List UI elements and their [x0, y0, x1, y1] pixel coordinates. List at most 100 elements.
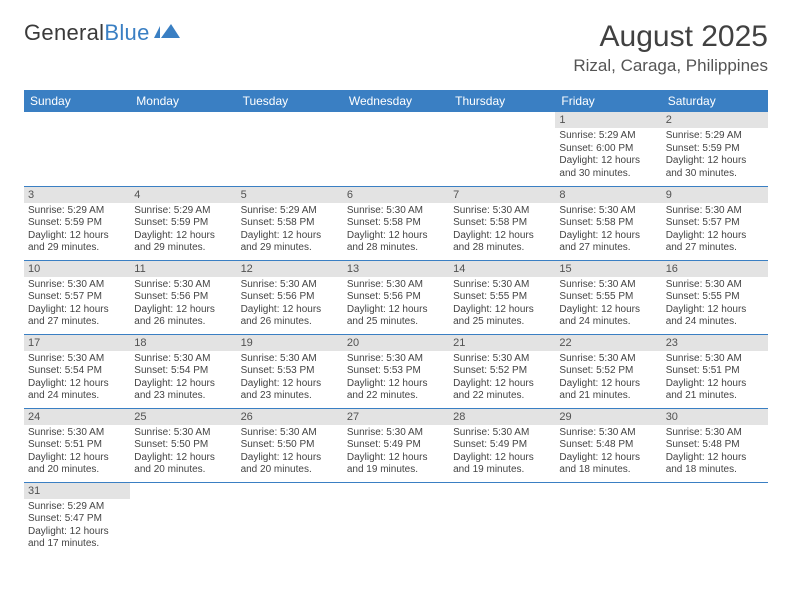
- location: Rizal, Caraga, Philippines: [573, 56, 768, 76]
- calendar-cell: 19Sunrise: 5:30 AMSunset: 5:53 PMDayligh…: [237, 334, 343, 408]
- day-details: Sunrise: 5:29 AMSunset: 5:59 PMDaylight:…: [24, 203, 130, 257]
- calendar-cell: 22Sunrise: 5:30 AMSunset: 5:52 PMDayligh…: [555, 334, 661, 408]
- day-header: Thursday: [449, 90, 555, 112]
- calendar-cell: [449, 112, 555, 186]
- day-number: 2: [662, 112, 768, 128]
- calendar-cell: 8Sunrise: 5:30 AMSunset: 5:58 PMDaylight…: [555, 186, 661, 260]
- day-number: 22: [555, 335, 661, 351]
- calendar-cell: 12Sunrise: 5:30 AMSunset: 5:56 PMDayligh…: [237, 260, 343, 334]
- day-details: Sunrise: 5:30 AMSunset: 5:49 PMDaylight:…: [343, 425, 449, 479]
- day-details: Sunrise: 5:30 AMSunset: 5:55 PMDaylight:…: [662, 277, 768, 331]
- day-details: Sunrise: 5:30 AMSunset: 5:54 PMDaylight:…: [130, 351, 236, 405]
- day-details: Sunrise: 5:29 AMSunset: 5:58 PMDaylight:…: [237, 203, 343, 257]
- day-details: Sunrise: 5:30 AMSunset: 5:56 PMDaylight:…: [237, 277, 343, 331]
- calendar-cell: 1Sunrise: 5:29 AMSunset: 6:00 PMDaylight…: [555, 112, 661, 186]
- day-details: Sunrise: 5:30 AMSunset: 5:50 PMDaylight:…: [237, 425, 343, 479]
- calendar-cell: [237, 112, 343, 186]
- calendar-cell: [343, 112, 449, 186]
- calendar-cell: 17Sunrise: 5:30 AMSunset: 5:54 PMDayligh…: [24, 334, 130, 408]
- day-number: 20: [343, 335, 449, 351]
- calendar-cell: 7Sunrise: 5:30 AMSunset: 5:58 PMDaylight…: [449, 186, 555, 260]
- calendar-cell: 16Sunrise: 5:30 AMSunset: 5:55 PMDayligh…: [662, 260, 768, 334]
- calendar-cell: [130, 112, 236, 186]
- day-number: 14: [449, 261, 555, 277]
- day-number: 26: [237, 409, 343, 425]
- day-number: 25: [130, 409, 236, 425]
- day-details: Sunrise: 5:30 AMSunset: 5:52 PMDaylight:…: [555, 351, 661, 405]
- day-number: 6: [343, 187, 449, 203]
- day-details: Sunrise: 5:29 AMSunset: 5:59 PMDaylight:…: [662, 128, 768, 182]
- day-number: 10: [24, 261, 130, 277]
- day-details: Sunrise: 5:30 AMSunset: 5:58 PMDaylight:…: [449, 203, 555, 257]
- day-details: Sunrise: 5:29 AMSunset: 6:00 PMDaylight:…: [555, 128, 661, 182]
- calendar-cell: 23Sunrise: 5:30 AMSunset: 5:51 PMDayligh…: [662, 334, 768, 408]
- calendar-cell: 13Sunrise: 5:30 AMSunset: 5:56 PMDayligh…: [343, 260, 449, 334]
- calendar-cell: 11Sunrise: 5:30 AMSunset: 5:56 PMDayligh…: [130, 260, 236, 334]
- calendar-cell: 14Sunrise: 5:30 AMSunset: 5:55 PMDayligh…: [449, 260, 555, 334]
- day-number: 18: [130, 335, 236, 351]
- day-number: 30: [662, 409, 768, 425]
- day-details: Sunrise: 5:30 AMSunset: 5:48 PMDaylight:…: [555, 425, 661, 479]
- calendar-cell: 21Sunrise: 5:30 AMSunset: 5:52 PMDayligh…: [449, 334, 555, 408]
- calendar-cell: 25Sunrise: 5:30 AMSunset: 5:50 PMDayligh…: [130, 408, 236, 482]
- day-number: 21: [449, 335, 555, 351]
- day-header: Sunday: [24, 90, 130, 112]
- day-details: Sunrise: 5:30 AMSunset: 5:58 PMDaylight:…: [555, 203, 661, 257]
- day-header: Saturday: [662, 90, 768, 112]
- day-details: Sunrise: 5:30 AMSunset: 5:53 PMDaylight:…: [343, 351, 449, 405]
- calendar-cell: [130, 482, 236, 556]
- day-header: Friday: [555, 90, 661, 112]
- calendar-cell: 10Sunrise: 5:30 AMSunset: 5:57 PMDayligh…: [24, 260, 130, 334]
- day-header: Tuesday: [237, 90, 343, 112]
- day-number: 19: [237, 335, 343, 351]
- day-number: 17: [24, 335, 130, 351]
- calendar-cell: 26Sunrise: 5:30 AMSunset: 5:50 PMDayligh…: [237, 408, 343, 482]
- day-number: 8: [555, 187, 661, 203]
- calendar-cell: [24, 112, 130, 186]
- day-number: 5: [237, 187, 343, 203]
- day-details: Sunrise: 5:30 AMSunset: 5:58 PMDaylight:…: [343, 203, 449, 257]
- day-details: Sunrise: 5:30 AMSunset: 5:51 PMDaylight:…: [662, 351, 768, 405]
- day-details: Sunrise: 5:30 AMSunset: 5:52 PMDaylight:…: [449, 351, 555, 405]
- day-number: 28: [449, 409, 555, 425]
- flag-icon: [154, 20, 180, 46]
- day-number: 31: [24, 483, 130, 499]
- day-number: 9: [662, 187, 768, 203]
- day-details: Sunrise: 5:29 AMSunset: 5:47 PMDaylight:…: [24, 499, 130, 553]
- day-details: Sunrise: 5:30 AMSunset: 5:57 PMDaylight:…: [24, 277, 130, 331]
- calendar-cell: [662, 482, 768, 556]
- calendar-cell: 28Sunrise: 5:30 AMSunset: 5:49 PMDayligh…: [449, 408, 555, 482]
- day-number: 12: [237, 261, 343, 277]
- day-header: Monday: [130, 90, 236, 112]
- day-number: 24: [24, 409, 130, 425]
- brand-logo: GeneralBlue: [24, 20, 180, 46]
- day-number: 16: [662, 261, 768, 277]
- calendar-cell: 5Sunrise: 5:29 AMSunset: 5:58 PMDaylight…: [237, 186, 343, 260]
- day-details: Sunrise: 5:30 AMSunset: 5:49 PMDaylight:…: [449, 425, 555, 479]
- day-details: Sunrise: 5:30 AMSunset: 5:50 PMDaylight:…: [130, 425, 236, 479]
- calendar-cell: 29Sunrise: 5:30 AMSunset: 5:48 PMDayligh…: [555, 408, 661, 482]
- day-number: 4: [130, 187, 236, 203]
- calendar-table: SundayMondayTuesdayWednesdayThursdayFrid…: [24, 90, 768, 556]
- calendar-cell: 6Sunrise: 5:30 AMSunset: 5:58 PMDaylight…: [343, 186, 449, 260]
- day-number: 13: [343, 261, 449, 277]
- calendar-cell: 30Sunrise: 5:30 AMSunset: 5:48 PMDayligh…: [662, 408, 768, 482]
- calendar-cell: 24Sunrise: 5:30 AMSunset: 5:51 PMDayligh…: [24, 408, 130, 482]
- calendar-cell: [343, 482, 449, 556]
- day-details: Sunrise: 5:30 AMSunset: 5:55 PMDaylight:…: [449, 277, 555, 331]
- calendar-cell: [555, 482, 661, 556]
- calendar-cell: 31Sunrise: 5:29 AMSunset: 5:47 PMDayligh…: [24, 482, 130, 556]
- calendar-cell: 9Sunrise: 5:30 AMSunset: 5:57 PMDaylight…: [662, 186, 768, 260]
- calendar-cell: 4Sunrise: 5:29 AMSunset: 5:59 PMDaylight…: [130, 186, 236, 260]
- day-details: Sunrise: 5:30 AMSunset: 5:56 PMDaylight:…: [343, 277, 449, 331]
- brand-part2: Blue: [104, 20, 149, 46]
- day-number: 3: [24, 187, 130, 203]
- calendar-cell: 27Sunrise: 5:30 AMSunset: 5:49 PMDayligh…: [343, 408, 449, 482]
- day-details: Sunrise: 5:30 AMSunset: 5:55 PMDaylight:…: [555, 277, 661, 331]
- day-number: 27: [343, 409, 449, 425]
- day-number: 29: [555, 409, 661, 425]
- day-number: 15: [555, 261, 661, 277]
- page-title: August 2025: [573, 20, 768, 54]
- calendar-cell: [237, 482, 343, 556]
- calendar-cell: 15Sunrise: 5:30 AMSunset: 5:55 PMDayligh…: [555, 260, 661, 334]
